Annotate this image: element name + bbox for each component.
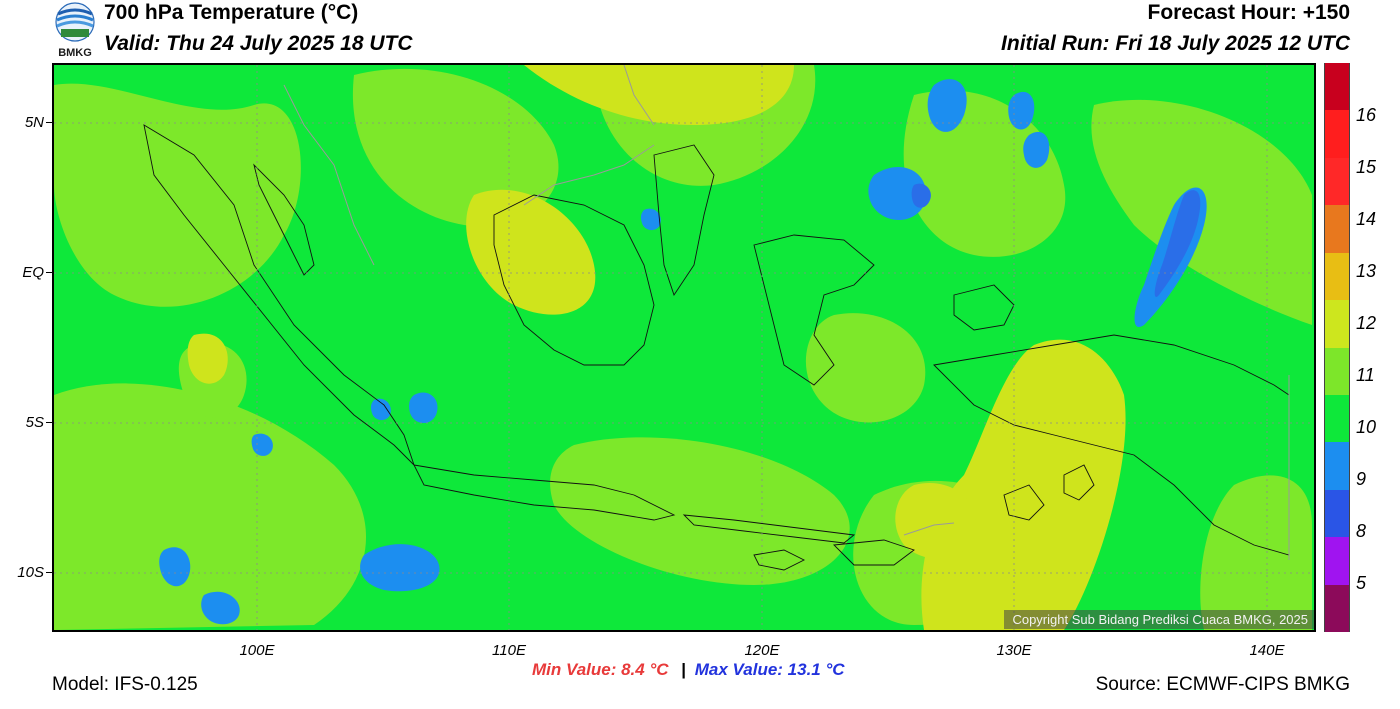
coldest-zones bbox=[911, 183, 1201, 297]
colorbar-segment bbox=[1324, 157, 1350, 206]
valid-time: Valid: Thu 24 July 2025 18 UTC bbox=[104, 32, 413, 55]
colorbar-segment bbox=[1324, 205, 1350, 254]
lon-label-130e: 130E bbox=[996, 642, 1032, 659]
lat-label-eq: EQ bbox=[22, 264, 44, 281]
min-max-separator: | bbox=[681, 660, 687, 679]
lon-label-140e: 140E bbox=[1249, 642, 1285, 659]
lon-label-100e: 100E bbox=[239, 642, 275, 659]
lat-tick bbox=[46, 572, 52, 573]
model-info: Model: IFS-0.125 bbox=[52, 674, 198, 695]
colorbar-label: 14 bbox=[1356, 209, 1377, 229]
colorbar-segment bbox=[1324, 442, 1350, 491]
colorbar-label: 9 bbox=[1356, 469, 1367, 489]
colorbar-label: 15 bbox=[1356, 157, 1377, 177]
colorbar-label: 12 bbox=[1356, 313, 1377, 333]
bmkg-logo-icon: BMKG bbox=[55, 2, 95, 59]
lat-label-10s: 10S bbox=[17, 564, 44, 581]
graticule bbox=[54, 65, 1314, 630]
copyright-note: Copyright Sub Bidang Prediksi Cuaca BMKG… bbox=[1004, 610, 1314, 629]
colorbar-label: 5 bbox=[1356, 573, 1367, 593]
colorbar-segment bbox=[1324, 63, 1350, 111]
max-value: Max Value: 13.1 °C bbox=[694, 660, 845, 679]
colorbar-label: 10 bbox=[1356, 417, 1377, 437]
min-value: Min Value: 8.4 °C bbox=[532, 660, 669, 679]
lon-label-110e: 110E bbox=[492, 642, 526, 659]
forecast-hour: Forecast Hour: +150 bbox=[1147, 1, 1351, 24]
coastlines bbox=[143, 124, 1290, 571]
colorbar-segment bbox=[1324, 110, 1350, 159]
temperature-map: Copyright Sub Bidang Prediksi Cuaca BMKG… bbox=[52, 63, 1316, 632]
chart-title: 700 hPa Temperature (°C) bbox=[104, 1, 359, 24]
lat-label-5s: 5S bbox=[25, 414, 44, 431]
min-max-summary: Min Value: 8.4 °C | Max Value: 13.1 °C bbox=[532, 660, 845, 680]
borders bbox=[283, 65, 1290, 560]
colorbar-segment bbox=[1324, 252, 1350, 301]
initial-run: Initial Run: Fri 18 July 2025 12 UTC bbox=[1001, 32, 1350, 55]
colorbar-segment bbox=[1324, 489, 1350, 538]
colorbar-segment bbox=[1324, 394, 1350, 443]
source-info: Source: ECMWF-CIPS BMKG bbox=[1095, 674, 1350, 695]
lat-tick bbox=[46, 122, 52, 123]
bmkg-logo: BMKG bbox=[52, 2, 98, 60]
colorbar-segment bbox=[1324, 300, 1350, 348]
colorbar-segment bbox=[1324, 537, 1350, 586]
svg-text:BMKG: BMKG bbox=[58, 47, 92, 59]
lon-label-120e: 120E bbox=[744, 642, 780, 659]
colorbar-label: 8 bbox=[1356, 521, 1367, 541]
colorbar-segment bbox=[1324, 584, 1350, 633]
lat-tick bbox=[46, 422, 52, 423]
colorbar-label: 13 bbox=[1356, 261, 1377, 281]
lat-label-5n: 5N bbox=[24, 114, 44, 131]
lat-tick bbox=[46, 272, 52, 273]
colorbar bbox=[1324, 63, 1350, 633]
colorbar-label: 11 bbox=[1356, 365, 1375, 385]
warmest-zones bbox=[187, 65, 1126, 630]
colorbar-segment bbox=[1324, 347, 1350, 396]
colorbar-label: 16 bbox=[1356, 105, 1377, 125]
temperature-field bbox=[54, 65, 1314, 630]
